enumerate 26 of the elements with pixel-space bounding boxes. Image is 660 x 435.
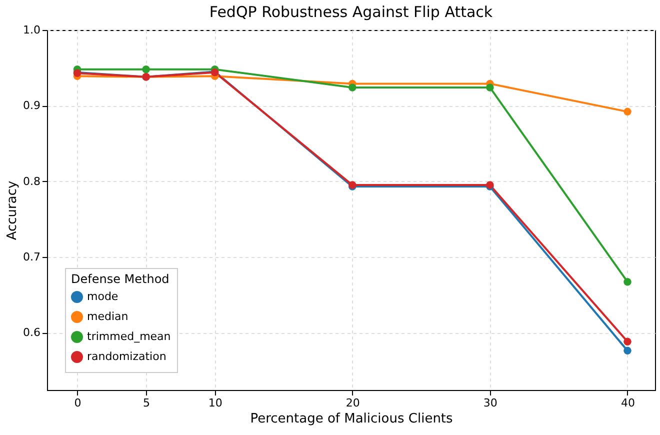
x-tick-label: 20 [346, 396, 360, 410]
legend-label: trimmed_mean [87, 330, 171, 343]
x-tick-label: 40 [620, 396, 635, 410]
x-axis-title: Percentage of Malicious Clients [250, 412, 454, 426]
point [624, 338, 632, 346]
y-tick-label: 0.7 [23, 250, 40, 264]
chart-title: FedQP Robustness Against Flip Attack [209, 3, 493, 21]
point [624, 346, 632, 355]
point [348, 84, 356, 92]
point [624, 108, 632, 116]
y-tick-label: 0.9 [23, 99, 40, 112]
y-axis-title: Accuracy [5, 180, 20, 240]
legend-title: Defense Method [71, 272, 170, 286]
point [624, 278, 632, 286]
legend-label: mode [87, 290, 118, 303]
y-tick-label: 0.8 [23, 174, 40, 188]
x-tick-label: 5 [143, 396, 150, 410]
point [142, 65, 150, 74]
x-tick-label: 30 [483, 396, 498, 410]
legend-label: randomization [87, 350, 166, 363]
y-tick-label: 1.0 [23, 24, 40, 36]
x-tick-label: 10 [208, 396, 222, 410]
legend-label: median [87, 310, 128, 323]
x-tick-label: 0 [74, 396, 82, 410]
point [486, 84, 494, 92]
y-tick-label: 0.6 [23, 326, 40, 340]
